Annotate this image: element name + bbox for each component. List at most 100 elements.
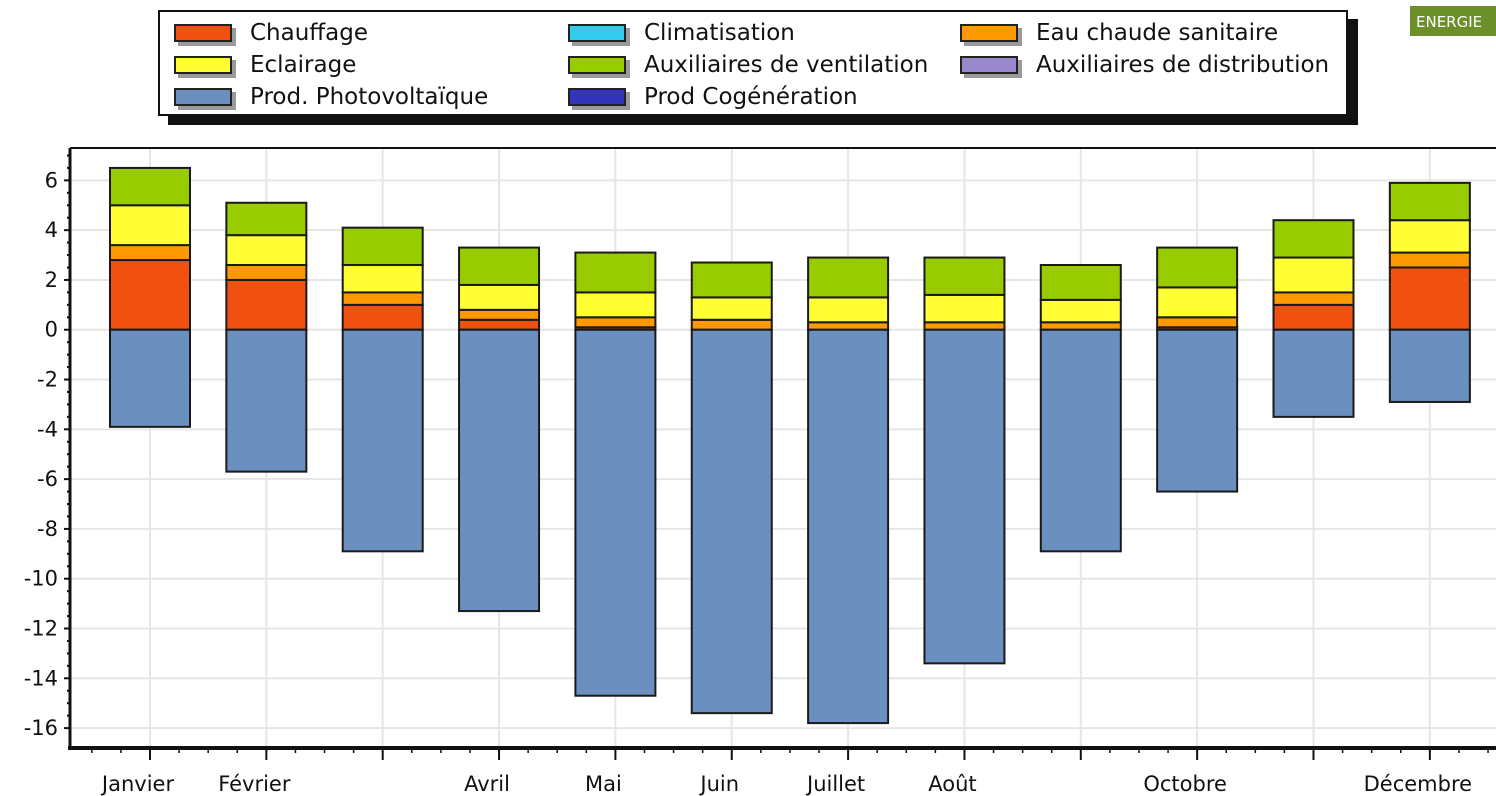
y-tick-label: -4 [37, 417, 58, 441]
legend-swatch [174, 88, 232, 106]
bar-segment [1388, 181, 1471, 222]
bars [109, 166, 1471, 725]
bar-segment [1039, 298, 1122, 324]
bar-segment [1272, 256, 1355, 294]
bar-segment [1272, 291, 1355, 306]
legend-label: Auxiliaires de distribution [1036, 52, 1330, 78]
legend-item-climatisation: Climatisation [568, 20, 795, 46]
y-tick-label: -10 [24, 567, 58, 591]
legend-label: Prod. Photovoltaïque [250, 84, 489, 110]
legend-label: Chauffage [250, 20, 368, 46]
legend-swatch [568, 88, 626, 106]
x-tick-label: Juin [698, 772, 739, 796]
energie-badge: ENERGIE [1410, 6, 1496, 36]
legend-item-prod-cogeneration: Prod Cogénération [568, 84, 858, 110]
x-tick-label: Janvier [100, 772, 175, 796]
legend-label: Auxiliaires de ventilation [644, 52, 929, 78]
bar-segment [574, 328, 657, 697]
bar-segment [574, 316, 657, 329]
y-tick-label: -16 [24, 716, 58, 740]
x-tick-label: Octobre [1143, 772, 1227, 796]
x-tick-label: Mai [585, 772, 622, 796]
bar-segment [1039, 328, 1122, 553]
y-tick-labels: 6 4 2 0 -2 -4 -6 -8 -10 -12 -14 -16 [24, 168, 58, 740]
grid-lines [70, 148, 1496, 748]
x-tick-labels: Janvier Février Avril Mai Juin Juillet Août Oct… [100, 772, 1472, 796]
bar-segment [690, 318, 773, 331]
bar-segment [807, 296, 890, 324]
legend-label: Climatisation [644, 20, 795, 46]
badge-label: ENERGIE [1416, 13, 1483, 31]
bar-segment [225, 328, 308, 473]
x-tick-label: Février [218, 772, 291, 796]
legend-label: Prod Cogénération [644, 84, 858, 110]
bar-segment [1156, 246, 1239, 289]
bar-segment [109, 166, 191, 207]
legend-swatch [568, 24, 626, 42]
x-tick-label: Décembre [1364, 772, 1472, 796]
legend-swatch [960, 56, 1018, 74]
x-tick-label: Juillet [805, 772, 865, 796]
bar-segment [690, 261, 773, 299]
bar-segment [807, 321, 890, 331]
legend-label: Eau chaude sanitaire [1036, 20, 1279, 46]
legend-swatch [174, 56, 232, 74]
bar-segment [690, 296, 773, 321]
y-tick-label: 2 [45, 268, 58, 292]
bar-segment [341, 226, 424, 267]
y-tick-label: -6 [37, 467, 58, 491]
bar-segment [341, 303, 424, 331]
bar-segment [341, 264, 424, 294]
bar-segment [341, 291, 424, 306]
y-tick-label: 6 [45, 168, 58, 192]
bar-segment [1388, 266, 1471, 331]
y-tick-label: -14 [24, 666, 58, 690]
legend-swatch [568, 56, 626, 74]
legend-item-chauffage: Chauffage [174, 20, 368, 46]
bar-segment [225, 201, 308, 237]
bar-segment [923, 256, 1006, 296]
bar-segment [109, 328, 191, 428]
bar-segment [225, 234, 308, 267]
bar-segment [458, 246, 541, 286]
bar-segment [458, 328, 541, 613]
y-tick-label: -2 [37, 368, 58, 392]
bar-segment [1156, 286, 1239, 319]
bar-segment [341, 328, 424, 553]
bar-segment [923, 321, 1006, 331]
legend-swatch [960, 24, 1018, 42]
bar-segment [1272, 219, 1355, 259]
y-tick-label: -12 [24, 616, 58, 640]
x-tick-label: Août [928, 772, 976, 796]
bar-segment [225, 278, 308, 331]
bar-segment [574, 251, 657, 294]
legend-item-prod-photovoltaique: Prod. Photovoltaïque [174, 84, 488, 110]
plot-area [70, 148, 1496, 748]
legend-item-eclairage: Eclairage [174, 52, 356, 78]
legend-item-auxiliaires-distribution: Auxiliaires de distribution [960, 52, 1329, 78]
bar-segment [458, 318, 541, 331]
bar-segment [574, 291, 657, 319]
bar-segment [1272, 303, 1355, 331]
bar-segment [923, 328, 1006, 665]
legend-item-auxiliaires-ventilation: Auxiliaires de ventilation [568, 52, 928, 78]
bar-segment [458, 283, 541, 311]
legend-swatch [174, 24, 232, 42]
y-tick-label: -8 [37, 517, 58, 541]
bar-segment [1388, 328, 1471, 403]
y-tick-label: 0 [45, 318, 58, 342]
chart-legend: Chauffage Climatisation Eau chaude sanit… [158, 10, 1348, 116]
bar-segment [1039, 321, 1122, 331]
bar-segment [109, 204, 191, 247]
x-tick-label: Avril [464, 772, 510, 796]
legend-item-eau-chaude-sanitaire: Eau chaude sanitaire [960, 20, 1278, 46]
legend-label: Eclairage [250, 52, 357, 78]
axes [64, 147, 1496, 760]
bar-segment [458, 308, 541, 321]
bar-segment [1039, 264, 1122, 301]
bar-segment [1388, 219, 1471, 254]
bar-segment [109, 259, 191, 331]
bar-segment [690, 328, 773, 715]
y-tick-label: 4 [45, 218, 58, 242]
